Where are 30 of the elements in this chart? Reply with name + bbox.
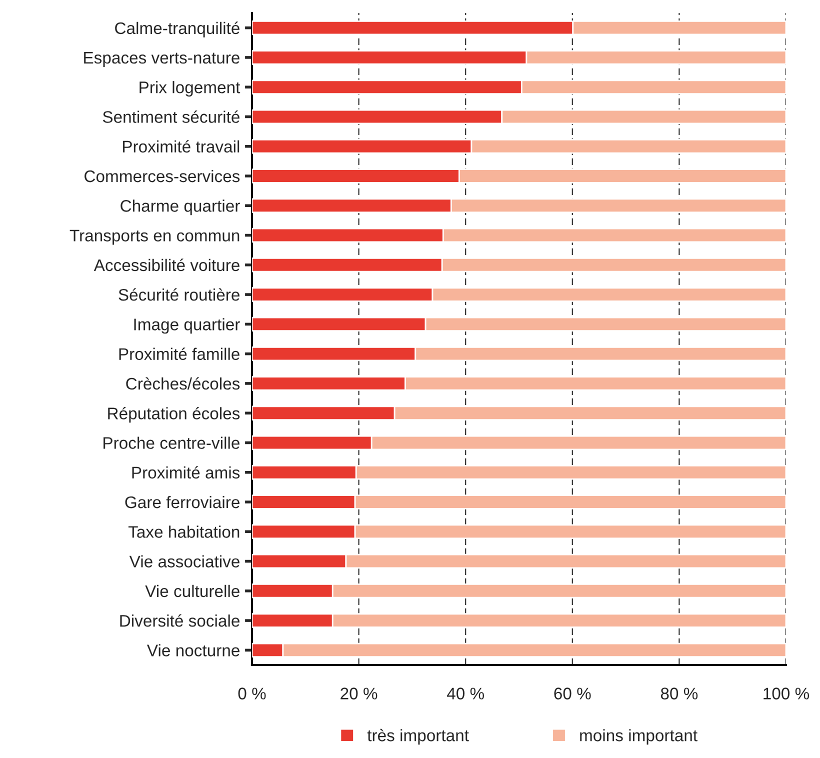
y-tick-label: Sentiment sécurité [102, 110, 240, 123]
y-tick-label: Diversité sociale [120, 614, 240, 627]
x-tick-label: 20 % [340, 688, 378, 700]
y-tick-label: Calme-tranquilité [115, 22, 240, 38]
y-tick-label: Prix logement [140, 81, 240, 97]
y-tick-label: Sécurité routière [118, 288, 240, 301]
legend-label: très important [367, 728, 469, 745]
y-tick-label: Commerces-services [84, 170, 240, 182]
y-tick-label: Charme quartier [120, 200, 240, 216]
x-tick-label: 40 % [446, 688, 484, 700]
y-tick-label: Gare ferroviaire [125, 496, 240, 508]
y-tick-label: Vie culturelle [145, 584, 240, 598]
y-tick-label: Taxe habitation [128, 526, 240, 538]
y-tick-label: Crèches/écoles [126, 377, 240, 390]
y-tick-label: Image quartier [134, 318, 240, 334]
x-tick-label: 80 % [660, 688, 698, 700]
y-tick-label: Transports en commun [70, 230, 240, 245]
x-tick-label: 60 % [554, 688, 591, 700]
y-tick-label: Accessibilité voiture [94, 258, 240, 272]
y-tick-label: Vie associative [129, 555, 240, 568]
y-tick-label: Vie nocturne [146, 644, 240, 656]
x-tick-label: 0 % [238, 688, 266, 700]
y-tick-label: Proximité amis [132, 466, 240, 479]
y-tick-label: Réputation écoles [108, 406, 240, 423]
y-tick-label: Proximité travail [123, 140, 240, 153]
x-tick-label: 100 % [764, 688, 810, 700]
legend-label: moins important [580, 729, 698, 745]
y-tick-label: Proche centre-ville [104, 436, 240, 449]
y-tick-label: Espaces verts-nature [84, 52, 240, 67]
y-tick-label: Proximité famille [119, 348, 240, 360]
